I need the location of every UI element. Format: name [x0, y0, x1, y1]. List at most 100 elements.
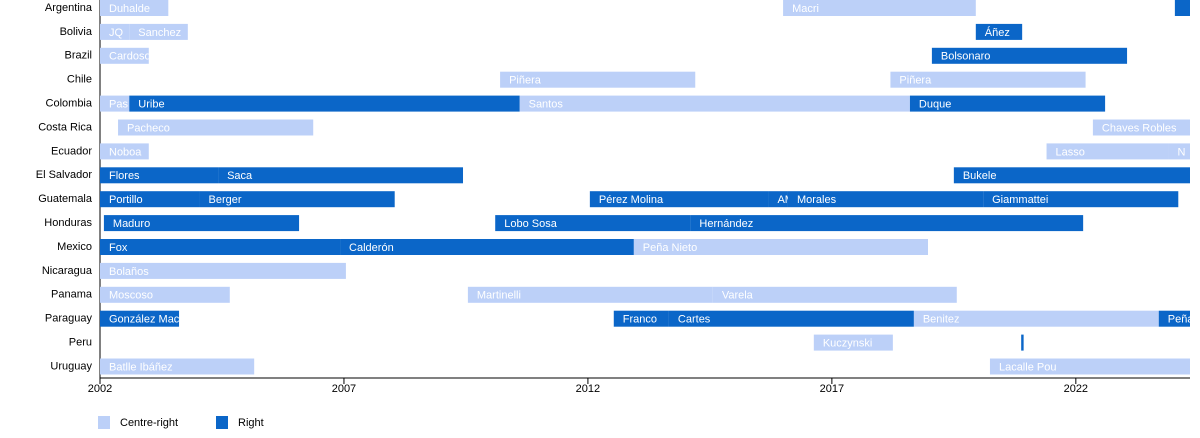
term-label-box: Bolaños: [109, 266, 149, 278]
term-bar: [100, 239, 341, 255]
y-tick-label: Ecuador: [51, 145, 92, 157]
term-bar: [118, 119, 314, 136]
term-bar: [100, 262, 346, 279]
term-bar: [712, 286, 957, 303]
term-label: Lacalle Pou: [999, 361, 1057, 373]
x-tick-label: 2022: [1064, 383, 1088, 395]
term-label: Peña: [1168, 314, 1195, 326]
term-label: Batlle Ibáñez: [109, 361, 173, 373]
term-label-box: Pas: [109, 99, 128, 111]
term-label: Piñera: [509, 75, 542, 87]
term-label: Flores: [109, 170, 140, 182]
term-bar: [913, 310, 1159, 327]
term-label-box: Saca: [227, 170, 253, 182]
term-label-box: Cardoso: [109, 51, 151, 63]
term-label-box: Benitez: [923, 314, 960, 326]
term-label-box: Lacalle Pou: [999, 361, 1057, 373]
term-label-box: Peña: [1168, 314, 1195, 326]
y-tick-label: Peru: [69, 337, 92, 349]
y-tick-label: Mexico: [57, 241, 92, 253]
x-tick-label: 2012: [576, 383, 600, 395]
y-tick-label: Colombia: [46, 98, 93, 110]
legend-label: Centre-right: [120, 417, 178, 429]
term-bar: [100, 23, 130, 40]
term-label: Martinelli: [477, 290, 521, 302]
y-tick-label: Guatemala: [38, 193, 93, 205]
y-tick-label: Uruguay: [50, 360, 92, 372]
term-label-box: Macri: [792, 3, 819, 15]
term-bar: [953, 167, 1190, 184]
term-label: Moscoso: [109, 290, 153, 302]
term-label-box: Áñez: [985, 26, 1010, 39]
x-tick-label: 2002: [88, 383, 112, 395]
term-bar: [519, 95, 910, 112]
term-bar: [129, 95, 520, 112]
term-label-box: Pacheco: [127, 122, 170, 134]
term-bar: [100, 286, 230, 303]
term-label-box: JQ: [109, 27, 124, 39]
term-label-box: Pérez Molina: [599, 194, 664, 206]
term-bar: [1092, 119, 1190, 136]
term-bar: [467, 286, 713, 303]
term-label-box: Piñera: [899, 75, 932, 87]
term-label: Calderón: [349, 242, 394, 254]
term-bar: [787, 191, 984, 208]
y-tick-label: Panama: [51, 289, 93, 301]
term-label: Portillo: [109, 194, 143, 206]
term-label: Lasso: [1056, 146, 1085, 158]
term-label: Franco: [623, 314, 657, 326]
term-bar: [1021, 334, 1024, 351]
term-label: Lobo Sosa: [504, 218, 557, 230]
term-bar: [218, 167, 464, 184]
term-label-box: Noboa: [109, 146, 142, 158]
term-label-box: Peña Nieto: [643, 242, 697, 254]
term-label-box: Flores: [109, 170, 140, 182]
term-label: Cardoso: [109, 51, 151, 63]
term-label: Duque: [919, 99, 951, 111]
x-tick-label: 2017: [820, 383, 844, 395]
term-label: Pacheco: [127, 122, 170, 134]
term-label: Pas: [109, 99, 128, 111]
term-label-box: Portillo: [109, 194, 143, 206]
term-bar: [668, 310, 914, 327]
term-label-box: Duhalde: [109, 3, 150, 15]
term-bar: [129, 23, 188, 40]
term-bar: [100, 167, 219, 184]
term-label: Peña Nieto: [643, 242, 697, 254]
y-tick-label: Honduras: [44, 217, 92, 229]
term-bar: [589, 191, 769, 208]
legend-label: Right: [238, 417, 264, 429]
term-label-box: AM: [777, 194, 794, 206]
term-bar: [983, 191, 1179, 208]
term-label-box: Moscoso: [109, 290, 153, 302]
term-bar: [100, 0, 169, 16]
term-bar: [100, 95, 130, 112]
term-label: Bolaños: [109, 266, 149, 278]
term-label-box: Sanchez: [138, 27, 181, 39]
term-bar: [495, 215, 691, 232]
term-label-box: Lobo Sosa: [504, 218, 557, 230]
term-bar: [768, 191, 788, 208]
term-label: González Macchi: [109, 314, 193, 326]
term-bar: [100, 191, 200, 208]
term-label: Hernández: [699, 218, 753, 230]
term-bar: [103, 215, 300, 232]
term-bar: [100, 47, 149, 64]
term-label-box: Franco: [623, 314, 657, 326]
term-label-box: Cartes: [678, 314, 711, 326]
term-label: AM: [777, 194, 794, 206]
term-bar: [100, 358, 255, 375]
y-tick-label: Costa Rica: [38, 121, 93, 133]
term-label-box: Martinelli: [477, 290, 521, 302]
term-label-box: Varela: [722, 290, 754, 302]
term-label-box: Lasso: [1056, 146, 1085, 158]
term-label: Uribe: [138, 99, 164, 111]
y-tick-label: Chile: [67, 74, 92, 86]
term-label-box: Fox: [109, 242, 128, 254]
term-bar: [633, 239, 928, 255]
term-label: Áñez: [985, 26, 1010, 39]
term-label: Sanchez: [138, 27, 181, 39]
term-bar: [813, 334, 893, 351]
term-bar: [100, 143, 149, 160]
y-tick-label: Paraguay: [45, 313, 93, 325]
